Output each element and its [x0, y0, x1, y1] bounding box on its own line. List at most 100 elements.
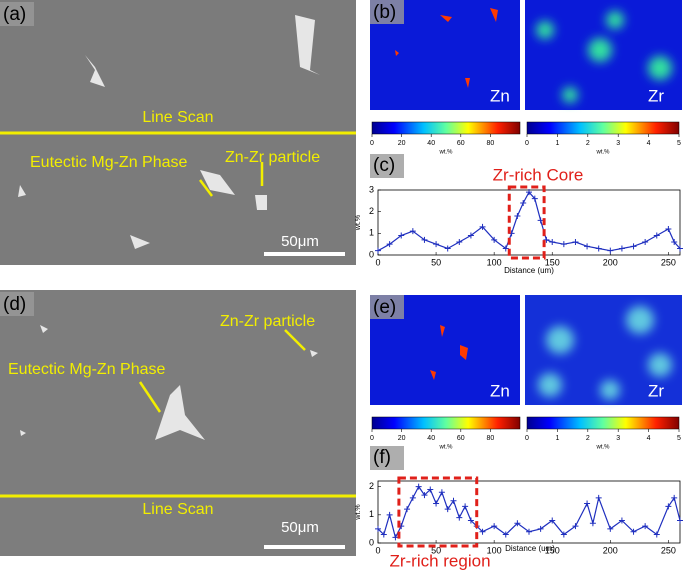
micrograph-d — [0, 290, 356, 556]
colorbar-tick-label: 5 — [677, 140, 681, 147]
label: (d) — [3, 294, 26, 315]
marker — [677, 517, 683, 524]
colorbar — [371, 121, 521, 135]
label: 50μm — [281, 233, 319, 250]
label: Line Scan — [142, 109, 213, 126]
colorbar — [526, 416, 680, 430]
marker — [526, 189, 532, 196]
colorbar-unit: wt.% — [438, 445, 453, 451]
marker — [520, 200, 527, 206]
panel-label-bg — [0, 2, 34, 26]
marker — [380, 531, 387, 538]
colorbar-tick-label: 80 — [487, 140, 495, 147]
colorbar-tick-label: 40 — [427, 140, 435, 147]
marker — [398, 232, 405, 239]
marker — [375, 247, 381, 254]
marker — [607, 525, 614, 532]
marker — [653, 531, 660, 538]
x-tick-label: 200 — [603, 545, 618, 555]
marker — [479, 528, 486, 535]
y-tick-label: 0 — [369, 249, 374, 259]
marker — [479, 223, 486, 230]
x-tick-label: 250 — [661, 257, 676, 267]
arrows — [199, 162, 264, 197]
marker — [415, 483, 422, 490]
arrows — [138, 329, 306, 413]
colorbar-tick-label: 0 — [525, 140, 529, 147]
panel-label-bg — [370, 0, 404, 24]
colorbar-unit: wt.% — [438, 150, 453, 156]
marker — [618, 517, 625, 524]
micrograph-a — [0, 0, 356, 265]
marker — [386, 241, 393, 248]
label: 50μm — [281, 519, 319, 536]
x-tick-label: 100 — [487, 545, 502, 555]
marker — [537, 525, 544, 532]
marker — [427, 486, 434, 493]
marker — [491, 236, 498, 243]
marker — [642, 523, 649, 530]
marker — [665, 503, 672, 510]
label: Zr — [648, 381, 664, 400]
label: Zn-Zr particle — [220, 313, 315, 330]
particles — [20, 325, 318, 440]
label: (c) — [373, 155, 395, 176]
marker — [584, 243, 591, 250]
marker — [572, 523, 579, 530]
y-tick-label: 2 — [369, 206, 374, 216]
x-tick-label: 250 — [661, 545, 676, 555]
colorbar-tick-label: 80 — [487, 435, 495, 442]
label: Eutectic Mg-Zn Phase — [30, 154, 188, 171]
x-tick-label: 0 — [375, 545, 380, 555]
marker — [444, 506, 451, 513]
y-axis-title: wt.% — [355, 215, 362, 231]
marker — [560, 241, 567, 248]
colorbar-tick-label: 3 — [616, 435, 620, 442]
marker — [421, 492, 428, 499]
marker — [589, 520, 596, 527]
x-tick-label: 100 — [487, 257, 502, 267]
marker — [433, 241, 440, 248]
marker — [677, 245, 683, 252]
panel-label-bg — [370, 154, 404, 178]
data-line — [377, 191, 681, 252]
marker — [421, 236, 428, 243]
marker — [456, 239, 463, 245]
highlight-box — [507, 185, 546, 260]
label: (f) — [373, 447, 391, 468]
marker — [531, 195, 538, 202]
colorbar-tick-label: 20 — [398, 435, 406, 442]
label: Zn — [490, 86, 510, 105]
y-axis-title: wt.% — [355, 504, 362, 520]
colorbar-tick-label: 0 — [525, 435, 529, 442]
marker — [584, 500, 591, 507]
marker — [630, 243, 637, 250]
label: (b) — [373, 2, 396, 23]
marker — [549, 239, 556, 245]
marker — [514, 520, 521, 527]
marker — [549, 517, 556, 524]
marker — [653, 232, 660, 239]
colorbar-unit: wt.% — [595, 150, 610, 156]
x-axis-title: Distance (um) — [505, 544, 555, 553]
y-tick-label: 1 — [369, 228, 374, 238]
marker — [438, 489, 445, 496]
colorbar-tick-label: 0 — [370, 435, 374, 442]
marker — [502, 531, 509, 538]
colorbar-tick-label: 0 — [370, 140, 374, 147]
marker — [409, 228, 416, 235]
marker — [526, 528, 532, 535]
marker — [642, 239, 649, 245]
label: (a) — [3, 4, 26, 25]
x-tick-label: 200 — [603, 257, 618, 267]
marker — [543, 236, 550, 243]
label: Zn — [490, 381, 510, 400]
colorbar-tick-label: 20 — [398, 140, 406, 147]
marker — [491, 523, 498, 530]
marker — [671, 239, 678, 245]
x-tick-label: 50 — [431, 545, 441, 555]
panel-label-bg — [370, 295, 404, 319]
label: Zr-rich Core — [493, 165, 584, 184]
marker — [386, 511, 393, 518]
marker — [665, 226, 672, 232]
